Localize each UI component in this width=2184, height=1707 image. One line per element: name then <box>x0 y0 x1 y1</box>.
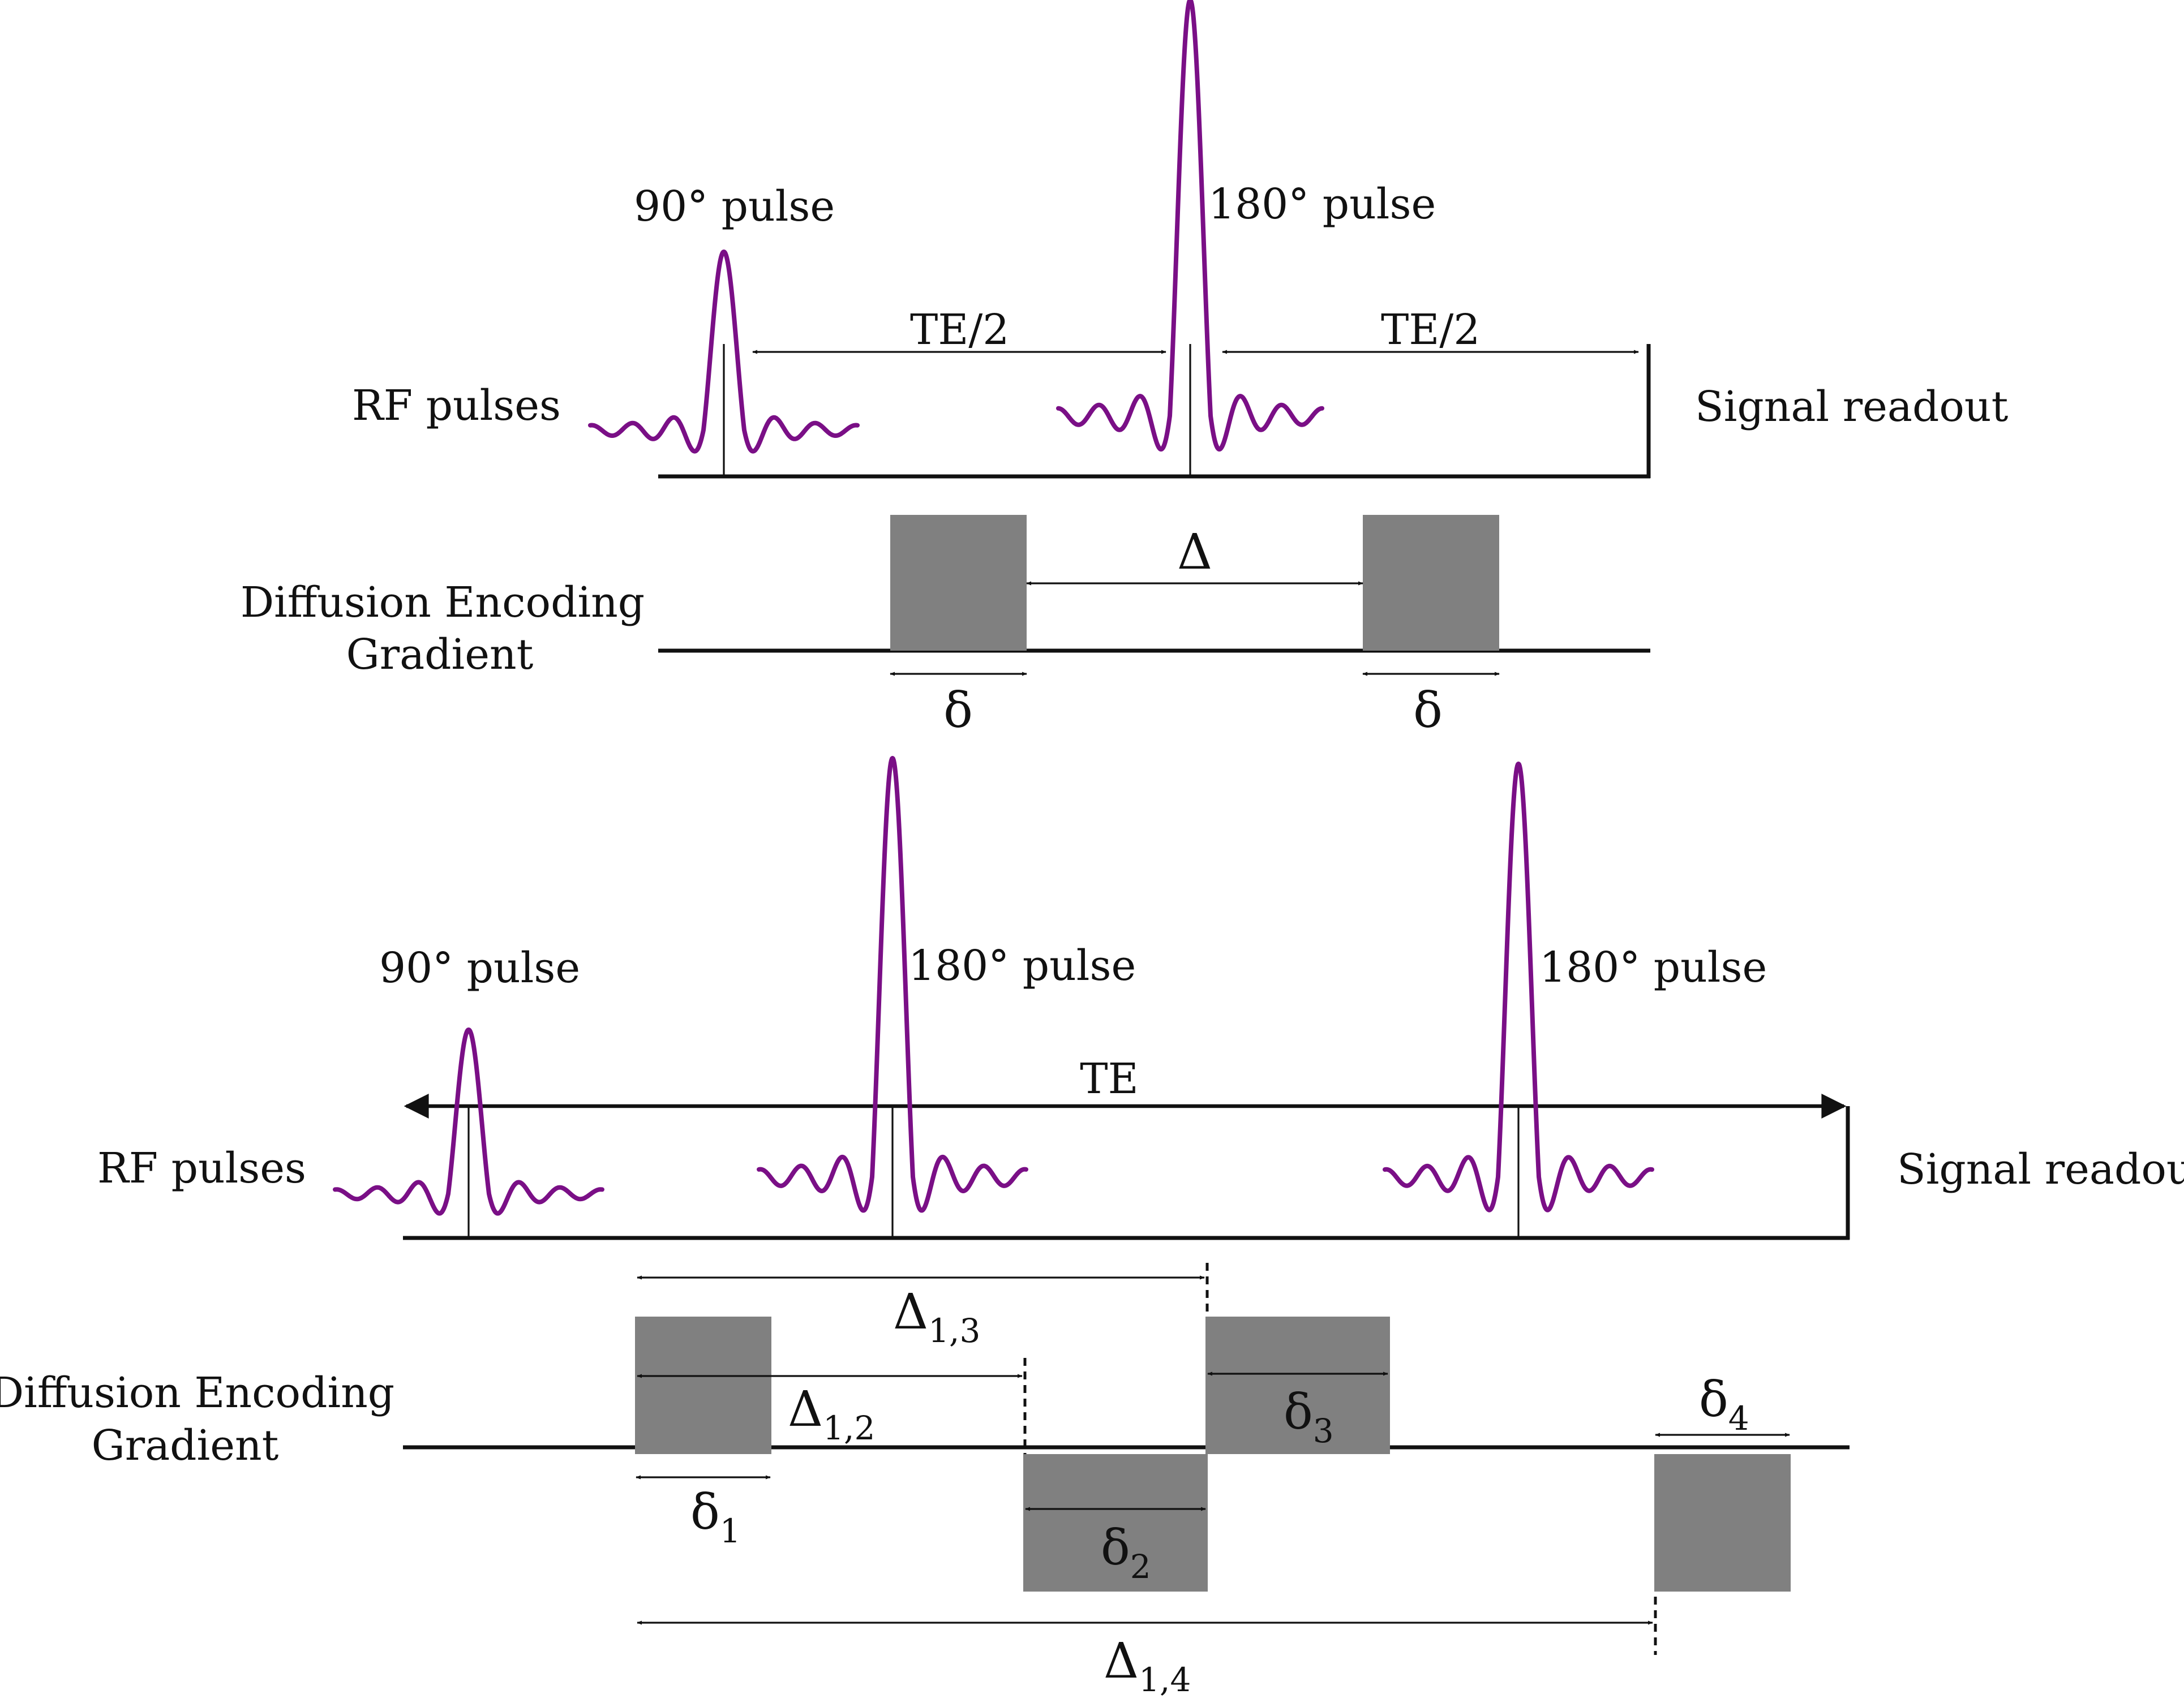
bottom-gradient-label-line1: Diffusion Encoding <box>0 1369 394 1417</box>
top-te-half-left-label: TE/2 <box>910 306 1009 354</box>
bottom-small-delta-4-label: δ4 <box>1699 1371 1749 1438</box>
bottom-180b-pulse <box>1383 762 1654 1212</box>
bottom-180b-pulse-label: 180° pulse <box>1539 943 1767 992</box>
top-panel: 90° pulse 180° pulse TE/2 TE/2 RF pulses… <box>241 0 2009 739</box>
bottom-readout-label: Signal readout <box>1897 1145 2184 1194</box>
bottom-te-label: TE <box>1080 1055 1138 1103</box>
bottom-gradient-block-2 <box>1023 1454 1208 1592</box>
top-gradient-block-2 <box>1363 515 1499 651</box>
bottom-gradient-block-3 <box>1205 1317 1390 1454</box>
top-90-pulse-label: 90° pulse <box>634 182 835 231</box>
bottom-90-pulse-label: 90° pulse <box>379 944 580 992</box>
bottom-gradient-block-4 <box>1654 1454 1791 1592</box>
top-gradient-block-1 <box>890 515 1027 651</box>
bottom-gradient-block-1 <box>635 1317 771 1454</box>
bottom-small-delta-1-label: δ1 <box>690 1484 741 1550</box>
top-180-pulse-label: 180° pulse <box>1208 180 1436 229</box>
bottom-small-delta-2-label: δ2 <box>1101 1520 1151 1586</box>
bottom-delta-12-label: Δ1,2 <box>788 1381 875 1447</box>
bottom-180a-pulse <box>757 756 1028 1213</box>
top-small-delta-label-right: δ <box>1413 682 1443 739</box>
top-small-delta-label-left: δ <box>943 682 973 739</box>
bottom-rf-label: RF pulses <box>97 1144 306 1193</box>
bottom-delta-14-label: Δ1,4 <box>1104 1633 1191 1699</box>
bottom-gradient-label-line2: Gradient <box>92 1421 279 1470</box>
top-big-delta-label: Δ <box>1177 524 1212 581</box>
bottom-90-pulse <box>333 1027 604 1216</box>
top-gradient-label-line2: Gradient <box>346 630 534 679</box>
top-gradient-label-line1: Diffusion Encoding <box>241 578 645 627</box>
top-readout-label: Signal readout <box>1695 382 2009 431</box>
bottom-small-delta-3-label: δ3 <box>1284 1384 1334 1450</box>
bottom-180a-pulse-label: 180° pulse <box>908 941 1136 990</box>
top-180-pulse <box>1056 0 1324 452</box>
bottom-delta-13-label: Δ1,3 <box>893 1284 980 1350</box>
bottom-panel: 90° pulse 180° pulse 180° pulse TE RF pu… <box>0 756 2184 1699</box>
top-rf-label: RF pulses <box>352 381 561 430</box>
top-90-pulse <box>588 250 860 454</box>
top-te-half-right-label: TE/2 <box>1381 306 1480 354</box>
